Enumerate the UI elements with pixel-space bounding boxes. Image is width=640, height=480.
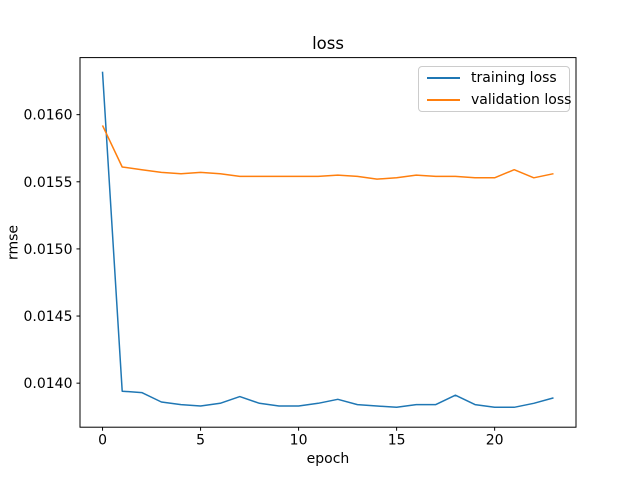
y-tick-label: 0.0145 — [24, 309, 73, 325]
validation-loss-swatch — [427, 98, 460, 101]
y-axis-label: rmse — [5, 224, 22, 261]
legend-item-training-loss: training loss — [427, 68, 569, 88]
x-tick-label: 5 — [196, 433, 205, 449]
x-tick-label: 0 — [98, 433, 107, 449]
x-axis-label: epoch — [306, 451, 350, 467]
axes-frame — [79, 57, 577, 428]
legend-label-training-loss: training loss — [471, 70, 557, 87]
y-tick-label: 0.0150 — [24, 242, 73, 258]
y-tick-label: 0.0155 — [24, 175, 73, 191]
x-tick-label: 20 — [486, 433, 504, 449]
legend-label-validation-loss: validation loss — [471, 91, 572, 108]
training-loss-swatch — [427, 77, 460, 80]
x-tick-label: 15 — [388, 433, 406, 449]
x-tick-label: 10 — [290, 433, 308, 449]
legend: training loss validation loss — [418, 66, 572, 112]
y-tick-label: 0.0160 — [24, 108, 73, 124]
y-tick-label: 0.0140 — [24, 376, 73, 392]
chart-title: loss — [312, 34, 344, 53]
validation-loss-line — [101, 125, 554, 180]
training-loss-line — [101, 71, 554, 409]
legend-item-validation-loss: validation loss — [427, 90, 572, 110]
